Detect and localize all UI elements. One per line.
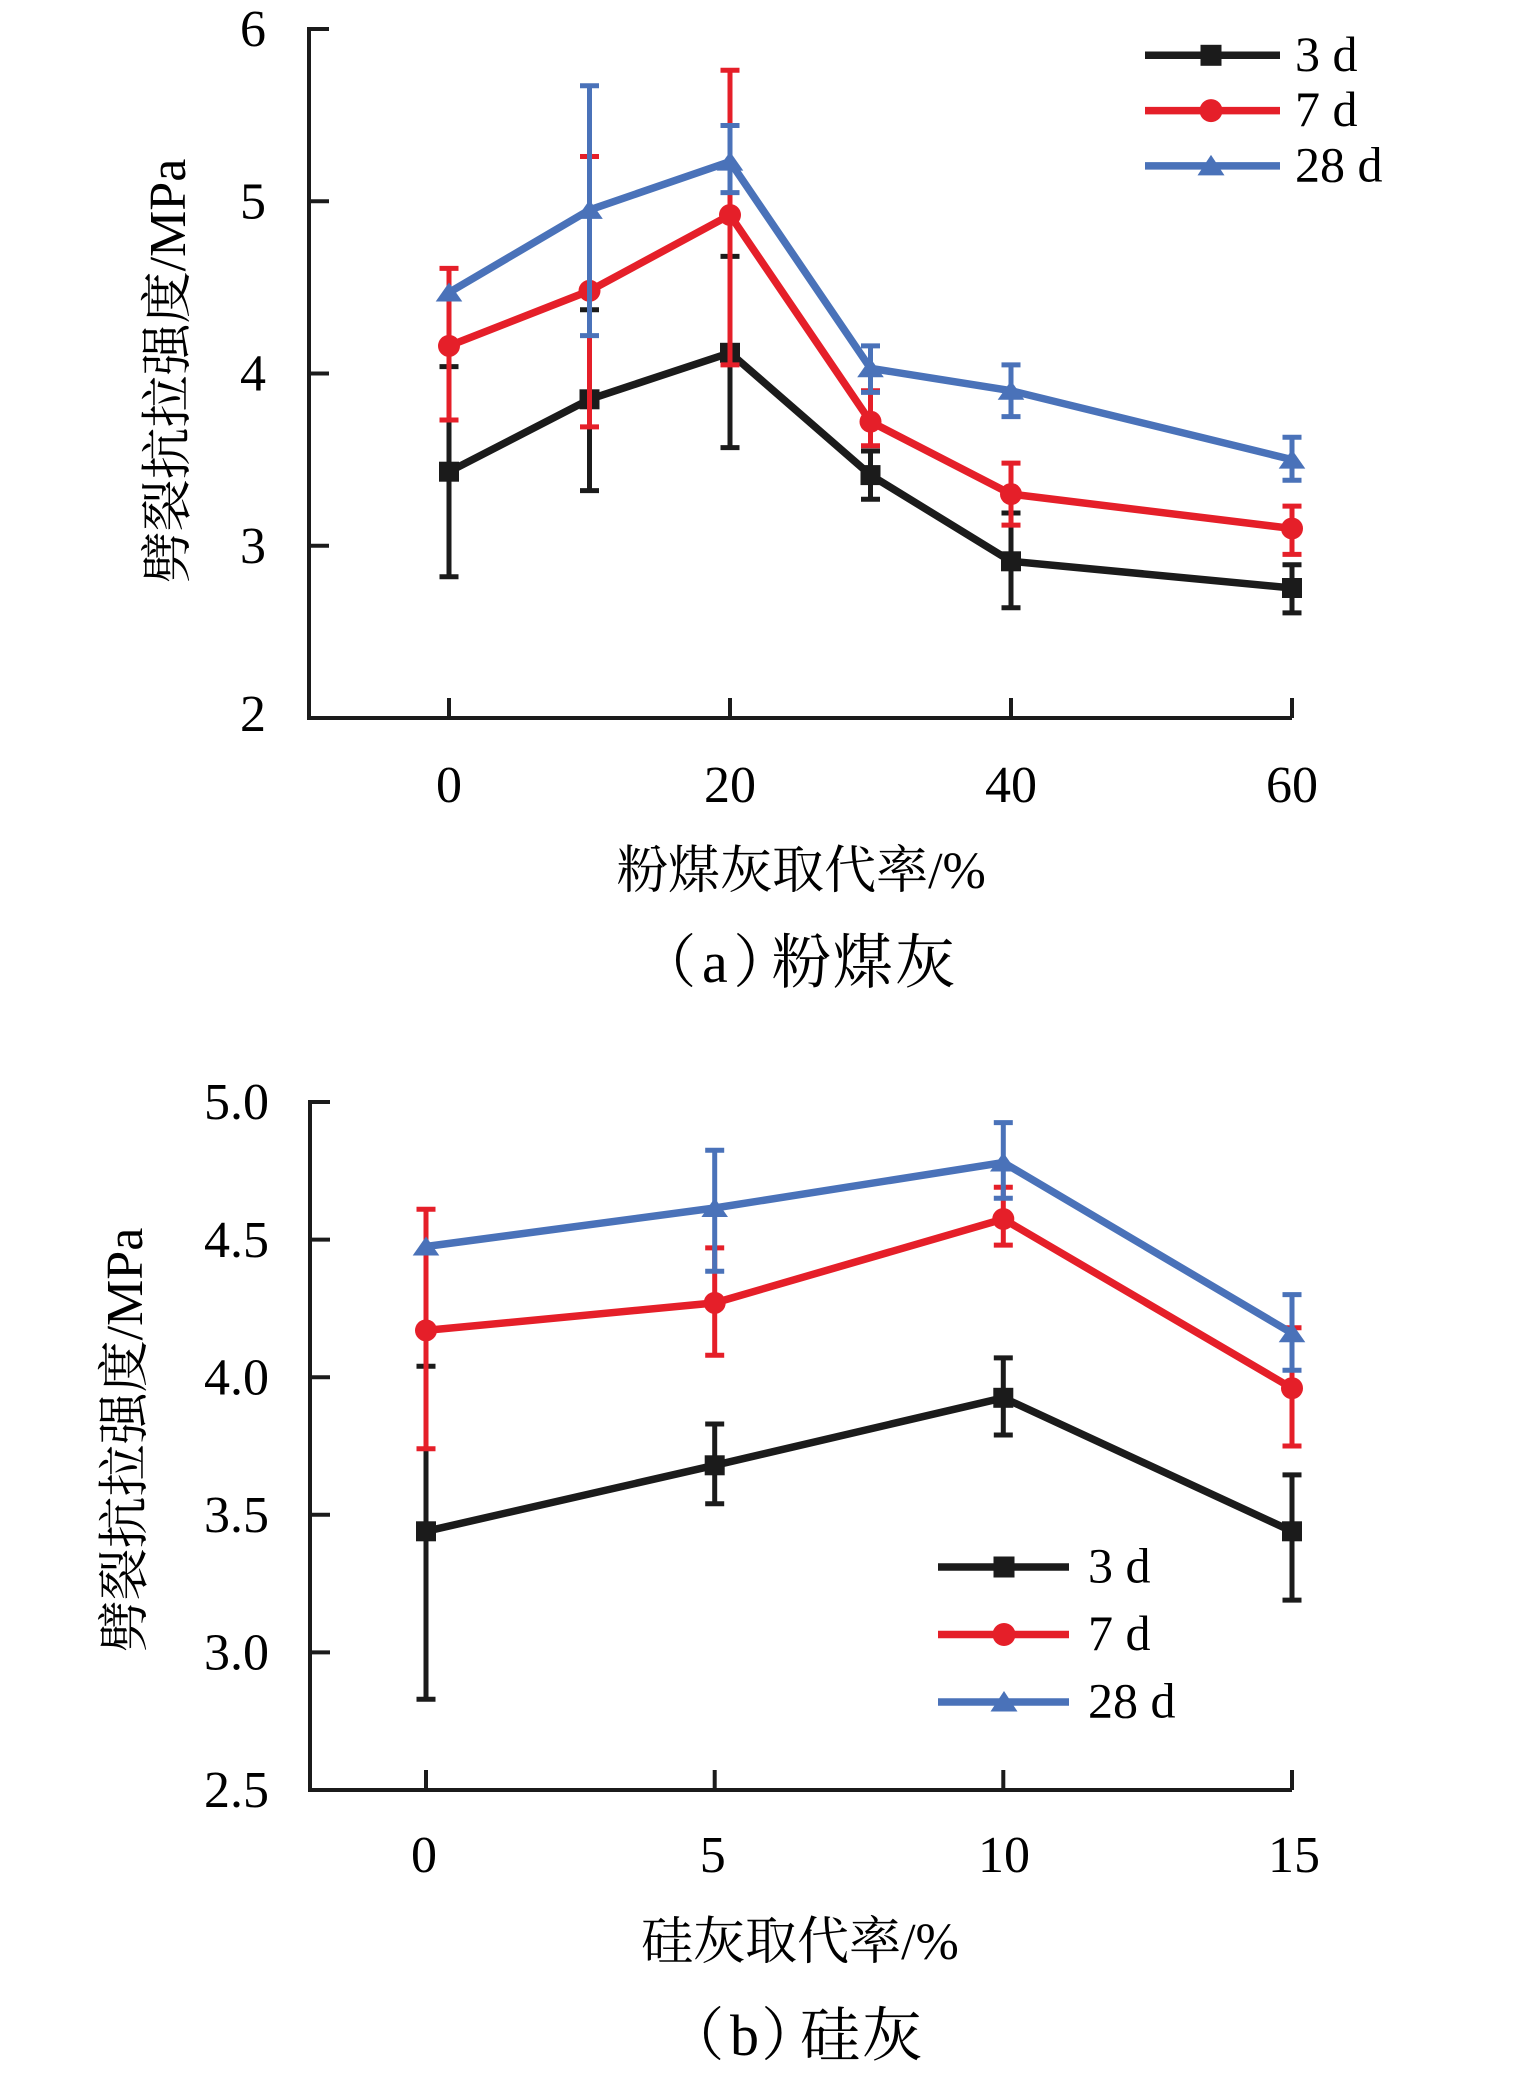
svg-text:15: 15 [1268, 1827, 1320, 1884]
svg-text:b: b [730, 2003, 759, 2068]
svg-text:5: 5 [240, 173, 266, 230]
svg-text:4.5: 4.5 [204, 1212, 269, 1269]
svg-text:3: 3 [240, 518, 266, 575]
svg-text:10: 10 [978, 1827, 1030, 1884]
svg-text:7 d: 7 d [1088, 1605, 1151, 1661]
svg-text:0: 0 [436, 757, 462, 814]
svg-text:7 d: 7 d [1295, 81, 1358, 137]
svg-text:3 d: 3 d [1088, 1538, 1151, 1594]
svg-text:3.0: 3.0 [204, 1625, 269, 1682]
svg-text:6: 6 [240, 1, 266, 58]
svg-text:a: a [702, 930, 728, 995]
svg-text:0: 0 [411, 1827, 437, 1884]
svg-text:2.5: 2.5 [204, 1762, 269, 1819]
svg-text:28 d: 28 d [1295, 136, 1383, 192]
svg-text:/MPa: /MPa [97, 1228, 154, 1341]
svg-text:5.0: 5.0 [204, 1074, 269, 1131]
svg-text:5: 5 [700, 1827, 726, 1884]
svg-text:3 d: 3 d [1295, 26, 1358, 82]
svg-text:/%: /% [901, 1914, 959, 1971]
svg-text:2: 2 [240, 686, 266, 743]
svg-text:/MPa: /MPa [140, 159, 197, 272]
svg-text:40: 40 [985, 757, 1037, 814]
svg-text:3.5: 3.5 [204, 1487, 269, 1544]
svg-text:28 d: 28 d [1088, 1673, 1176, 1729]
svg-text:/%: /% [928, 843, 986, 900]
svg-text:4.0: 4.0 [204, 1349, 269, 1406]
svg-text:4: 4 [240, 346, 266, 403]
svg-text:60: 60 [1266, 757, 1318, 814]
svg-text:20: 20 [704, 757, 756, 814]
